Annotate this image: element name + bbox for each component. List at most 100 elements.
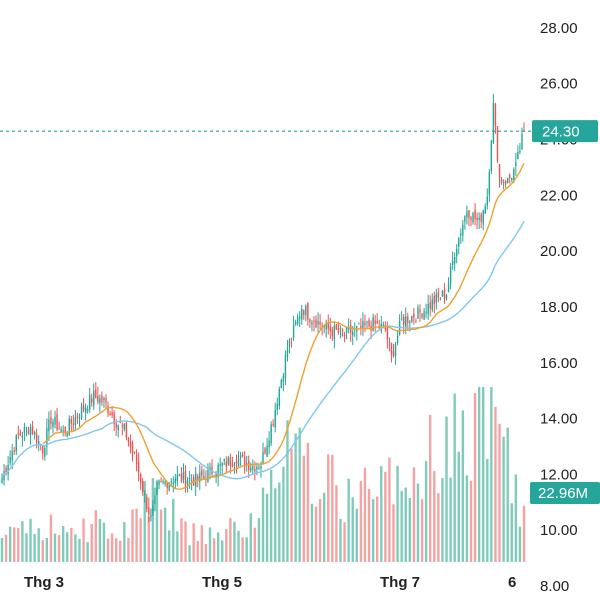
- candle-body: [388, 342, 391, 344]
- volume-bar: [61, 526, 65, 562]
- candle-body: [511, 178, 513, 181]
- candle-body: [521, 134, 523, 150]
- volume-bar: [274, 488, 277, 562]
- candle-body: [445, 295, 448, 299]
- volume-bar: [45, 537, 49, 562]
- candle-body: [374, 320, 376, 324]
- candle-body: [207, 469, 209, 482]
- volume-bar: [310, 503, 314, 562]
- volume-bar: [212, 538, 216, 562]
- candle-body: [419, 309, 421, 313]
- candle-body: [11, 450, 13, 460]
- volume-bar: [86, 542, 89, 562]
- candle-body: [178, 474, 181, 476]
- candle-body: [27, 429, 30, 435]
- volume-bar: [82, 518, 85, 562]
- volume-bar: [502, 436, 505, 562]
- candle-body: [1, 477, 3, 483]
- candle-body: [5, 467, 7, 473]
- volume-bar: [465, 475, 469, 562]
- candle-body: [333, 325, 336, 340]
- candle-body: [303, 310, 305, 316]
- volume-bar: [237, 530, 240, 562]
- candle-body: [72, 423, 75, 425]
- volume-bar: [151, 478, 155, 562]
- candle-body: [443, 289, 446, 299]
- x-tick-label: 6: [508, 574, 516, 591]
- candle-body: [256, 466, 258, 470]
- candle-body: [68, 418, 70, 435]
- candle-body: [453, 256, 456, 264]
- candle-body: [3, 471, 5, 480]
- candle-body: [327, 322, 329, 329]
- volume-bar: [392, 504, 395, 562]
- volume-bar: [196, 540, 199, 562]
- volume-bar: [412, 467, 416, 562]
- candle-body: [264, 448, 266, 454]
- volume-bar: [449, 477, 452, 562]
- candle-body: [490, 141, 493, 172]
- candle-body: [315, 319, 317, 328]
- volume-bar: [331, 454, 334, 562]
- candle-body: [400, 318, 403, 320]
- candle-body: [66, 432, 68, 437]
- volume-bar: [400, 490, 403, 562]
- candle-body: [268, 440, 270, 448]
- candle-body: [325, 322, 327, 330]
- candle-body: [13, 450, 15, 452]
- x-tick-label: Thg 5: [202, 574, 242, 591]
- candle-body: [119, 422, 121, 424]
- volume-bar: [396, 465, 399, 562]
- candle-body: [254, 469, 256, 472]
- candle-body: [176, 474, 179, 482]
- slow-moving-average-line: [1, 220, 525, 480]
- candle-body: [160, 480, 162, 482]
- volume-bar: [518, 526, 522, 562]
- candle-body: [133, 451, 136, 453]
- candle-body: [331, 329, 334, 336]
- volume-bar: [49, 514, 53, 562]
- candle-body: [278, 389, 281, 406]
- candle-body: [88, 395, 91, 410]
- last-price-label: 24.30: [542, 124, 580, 141]
- volume-bar: [147, 516, 151, 562]
- candle-body: [148, 507, 150, 515]
- volume-bar: [33, 533, 36, 562]
- volume-bar: [498, 423, 501, 562]
- volume-bar: [90, 524, 93, 562]
- candle-body: [317, 320, 319, 325]
- volume-bar: [424, 461, 428, 562]
- candle-body: [307, 303, 309, 320]
- candle-body: [272, 424, 274, 426]
- candle-body: [366, 321, 368, 323]
- volume-bar: [25, 533, 28, 562]
- y-tick-label: 14.00: [540, 411, 578, 428]
- candle-body: [217, 464, 219, 478]
- volume-bar: [494, 406, 497, 562]
- candle-body: [484, 206, 486, 214]
- candle-body: [413, 313, 415, 318]
- candle-body: [64, 427, 66, 434]
- volume-bar: [102, 522, 106, 562]
- candle-body: [144, 493, 146, 495]
- volume-bar: [335, 485, 338, 562]
- candle-body: [243, 457, 246, 467]
- y-tick-label: 22.00: [540, 187, 578, 204]
- volume-bar: [314, 506, 318, 562]
- volume-bar: [168, 530, 171, 562]
- candle-body: [260, 466, 262, 469]
- candle-body: [231, 463, 234, 467]
- candle-body: [284, 355, 287, 378]
- candle-body: [174, 478, 177, 483]
- volume-bar: [0, 538, 4, 562]
- volume-bar: [265, 493, 269, 562]
- volume-bar: [13, 527, 16, 562]
- volume-bar: [78, 538, 81, 562]
- candle-body: [439, 298, 442, 300]
- candle-body: [7, 465, 9, 475]
- volume-bar: [221, 540, 224, 562]
- volume-bar: [41, 540, 44, 562]
- candle-body: [323, 325, 325, 327]
- candle-body: [358, 323, 360, 325]
